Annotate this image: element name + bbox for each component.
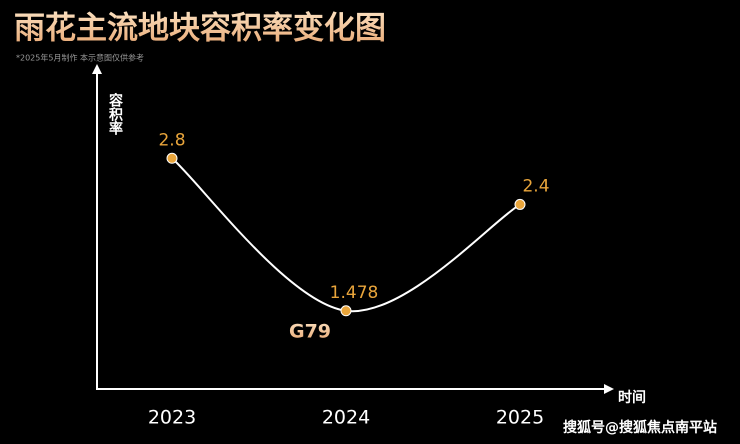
data-label: 2.8: [158, 130, 185, 150]
x-tick-label: 2025: [496, 407, 544, 429]
chart-subtitle: *2025年5月制作 本示意图仅供参考: [16, 53, 144, 63]
y-axis-label: 容积率: [107, 92, 124, 136]
annotation: G79: [289, 320, 331, 342]
x-axis-label: 时间: [618, 389, 646, 406]
watermark: 搜狐号@搜狐焦点南平站: [563, 419, 717, 436]
x-tick-label: 2024: [322, 407, 370, 429]
point: [514, 198, 526, 210]
data-label: 1.478: [330, 283, 379, 303]
point: [340, 305, 352, 317]
point: [166, 152, 178, 164]
chart-title: 雨花主流地块容积率变化图: [14, 11, 386, 47]
x-tick-label: 2023: [148, 407, 196, 429]
data-label: 2.4: [522, 176, 549, 196]
